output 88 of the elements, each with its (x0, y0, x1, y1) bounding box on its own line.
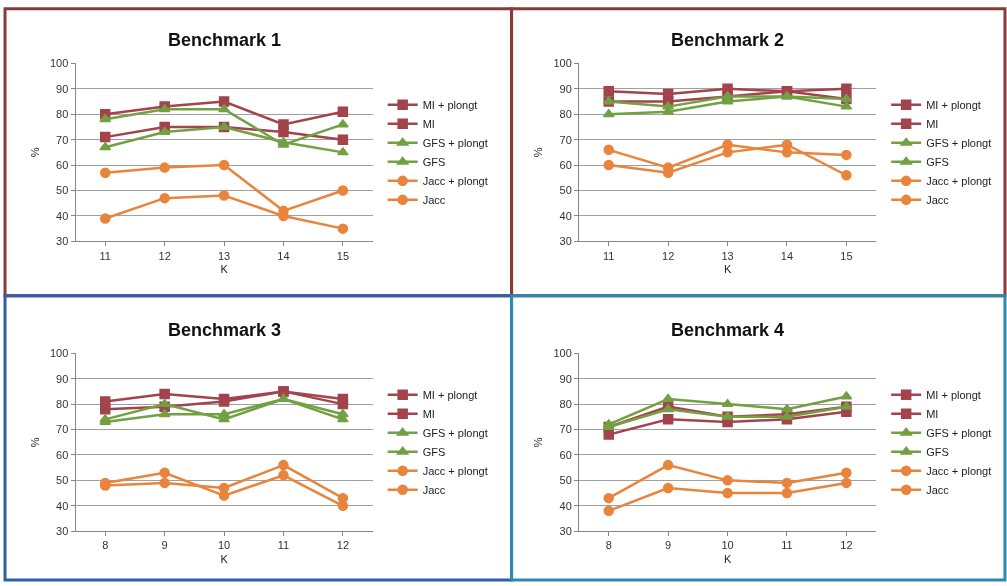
legend-label: GFS + plongt (926, 137, 992, 150)
y-tick-label: 90 (559, 82, 572, 95)
x-tick-label: 11 (781, 539, 793, 552)
x-axis-title: K (220, 552, 229, 565)
legend-label: Jacc + plongt (926, 465, 992, 478)
y-tick-label: 60 (56, 448, 69, 461)
y-tick-label: 40 (559, 499, 572, 512)
y-tick-label: 100 (553, 57, 572, 70)
y-axis-title: % (532, 147, 545, 158)
chart-title: Benchmark 3 (168, 320, 282, 340)
x-tick-label: 13 (217, 249, 231, 262)
y-tick-label: 80 (56, 397, 69, 410)
y-tick-label: 80 (559, 397, 572, 410)
legend-label: GFS + plongt (926, 427, 992, 440)
x-tick-label: 11 (277, 539, 290, 552)
legend-label: Jacc (926, 194, 950, 207)
x-tick-label: 15 (840, 249, 853, 262)
y-tick-label: 90 (56, 372, 69, 385)
y-tick-label: 30 (56, 525, 69, 538)
x-tick-label: 10 (721, 539, 734, 552)
x-tick-label: 14 (277, 249, 290, 262)
legend-label: Jacc (422, 194, 446, 207)
legend-label: GFS (422, 156, 446, 169)
y-axis-title: % (28, 437, 41, 448)
x-tick-label: 8 (605, 539, 612, 552)
legend-label: MI + plongt (926, 389, 981, 402)
x-tick-label: 12 (662, 249, 675, 262)
legend-label: MI (926, 118, 939, 131)
y-tick-label: 50 (559, 184, 572, 197)
x-tick-label: 14 (780, 249, 794, 262)
x-tick-label: 12 (158, 249, 171, 262)
y-axis-title: % (532, 437, 545, 448)
y-tick-label: 90 (559, 372, 572, 385)
y-tick-label: 60 (559, 158, 572, 171)
y-tick-label: 90 (56, 82, 69, 95)
legend-label: GFS + plongt (422, 427, 488, 440)
x-axis-title: K (723, 262, 732, 275)
y-tick-label: 70 (559, 133, 572, 146)
legend-label: Jacc (926, 484, 950, 497)
y-tick-label: 70 (559, 423, 572, 436)
chart-title: Benchmark 2 (671, 30, 785, 50)
y-tick-label: 80 (56, 108, 69, 121)
y-tick-label: 40 (559, 209, 572, 222)
x-tick-label: 8 (102, 539, 109, 552)
x-tick-label: 9 (161, 539, 168, 552)
x-tick-label: 11 (99, 249, 111, 262)
x-axis-title: K (220, 262, 229, 275)
x-axis-title: K (723, 552, 732, 565)
legend-label: Jacc + plongt (926, 175, 992, 188)
y-tick-label: 80 (559, 108, 572, 121)
x-tick-label: 13 (721, 249, 734, 262)
y-tick-label: 60 (559, 448, 572, 461)
legend-label: MI (926, 408, 939, 421)
y-tick-label: 30 (559, 235, 572, 248)
legend-label: MI + plongt (422, 389, 478, 402)
chart-title: Benchmark 4 (671, 320, 785, 340)
legend-label: GFS (926, 156, 949, 169)
y-tick-label: 100 (49, 347, 69, 360)
y-tick-label: 100 (553, 347, 572, 360)
y-tick-label: 100 (49, 57, 69, 70)
x-tick-label: 10 (217, 539, 231, 552)
x-tick-label: 12 (336, 539, 350, 552)
x-tick-label: 11 (603, 249, 615, 262)
y-tick-label: 40 (56, 209, 69, 222)
y-tick-label: 50 (559, 474, 572, 487)
legend-label: GFS + plongt (422, 137, 488, 150)
legend-label: MI (422, 408, 435, 421)
chart-title: Benchmark 1 (168, 30, 282, 50)
legend-label: GFS (926, 446, 949, 459)
y-tick-label: 40 (56, 499, 69, 512)
y-tick-label: 50 (56, 474, 69, 487)
legend-label: Jacc + plongt (422, 175, 488, 188)
legend-label: GFS (422, 446, 446, 459)
y-tick-label: 50 (56, 184, 69, 197)
legend-label: Jacc + plongt (422, 465, 488, 478)
legend-label: MI + plongt (422, 99, 478, 112)
x-tick-label: 9 (665, 539, 672, 552)
y-tick-label: 30 (559, 525, 572, 538)
legend-label: Jacc (422, 484, 446, 497)
y-tick-label: 70 (56, 133, 69, 146)
y-tick-label: 70 (56, 423, 69, 436)
x-tick-label: 15 (336, 249, 350, 262)
legend-label: MI + plongt (926, 99, 981, 112)
legend-label: MI (422, 118, 435, 131)
x-tick-label: 12 (840, 539, 853, 552)
y-tick-label: 30 (56, 235, 69, 248)
y-axis-title: % (28, 147, 41, 158)
y-tick-label: 60 (56, 158, 69, 171)
